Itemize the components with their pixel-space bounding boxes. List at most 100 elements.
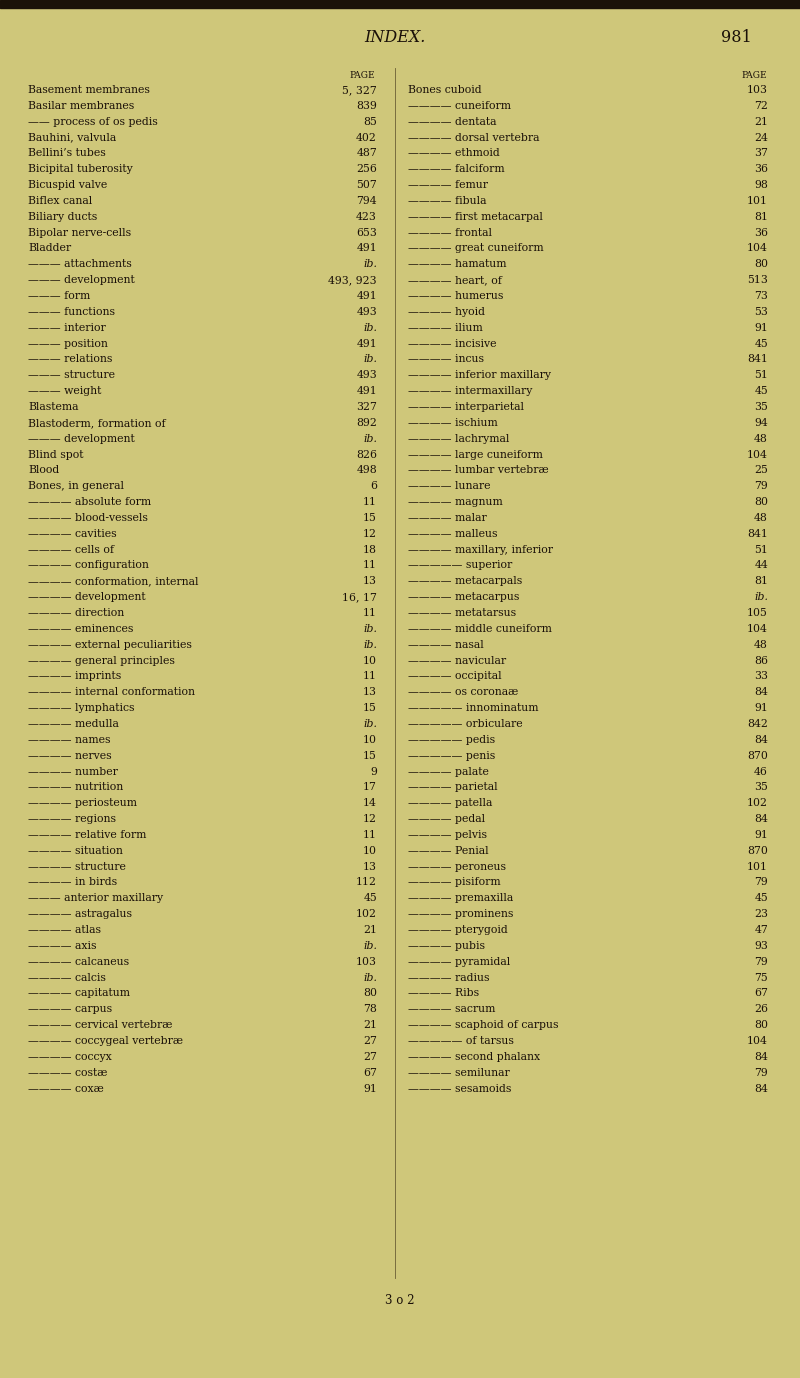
Text: ——— relations: ——— relations (28, 354, 112, 364)
Text: ———— external peculiarities: ———— external peculiarities (28, 639, 192, 650)
Text: ———— periosteum: ———— periosteum (28, 798, 137, 809)
Text: 84: 84 (754, 688, 768, 697)
Text: ib.: ib. (363, 624, 377, 634)
Text: 6: 6 (370, 481, 377, 491)
Text: 93: 93 (754, 941, 768, 951)
Text: 104: 104 (747, 244, 768, 254)
Text: ———— lachrymal: ———— lachrymal (408, 434, 510, 444)
Text: ———— navicular: ———— navicular (408, 656, 506, 666)
Text: INDEX.: INDEX. (364, 29, 426, 47)
Text: ib.: ib. (363, 322, 377, 332)
Text: 101: 101 (747, 196, 768, 205)
Text: ———— fibula: ———— fibula (408, 196, 486, 205)
Text: ———— frontal: ———— frontal (408, 227, 492, 237)
Text: 36: 36 (754, 227, 768, 237)
Text: 104: 104 (747, 624, 768, 634)
Text: 80: 80 (363, 988, 377, 999)
Text: 10: 10 (363, 734, 377, 745)
Text: ———— semilunar: ———— semilunar (408, 1068, 510, 1078)
Text: 11: 11 (363, 561, 377, 570)
Text: ———— lymphatics: ———— lymphatics (28, 703, 134, 714)
Text: ———— prominens: ———— prominens (408, 909, 514, 919)
Text: PAGE: PAGE (350, 70, 375, 80)
Text: 80: 80 (754, 1020, 768, 1031)
Text: 23: 23 (754, 909, 768, 919)
Text: 91: 91 (754, 830, 768, 841)
Text: ———— femur: ———— femur (408, 181, 488, 190)
Text: 46: 46 (754, 766, 768, 777)
Text: 48: 48 (754, 434, 768, 444)
Text: ———— cells of: ———— cells of (28, 544, 114, 555)
Text: 37: 37 (754, 149, 768, 158)
Text: ———— eminences: ———— eminences (28, 624, 134, 634)
Text: 18: 18 (363, 544, 377, 555)
Text: ———— heart, of: ———— heart, of (408, 276, 502, 285)
Text: ———— dentata: ———— dentata (408, 117, 497, 127)
Text: ———— pterygoid: ———— pterygoid (408, 925, 508, 936)
Text: Bicuspid valve: Bicuspid valve (28, 181, 107, 190)
Text: 103: 103 (356, 956, 377, 967)
Text: 491: 491 (356, 244, 377, 254)
Text: 507: 507 (356, 181, 377, 190)
Text: 21: 21 (754, 117, 768, 127)
Text: ———— premaxilla: ———— premaxilla (408, 893, 514, 904)
Text: 45: 45 (363, 893, 377, 904)
Text: 84: 84 (754, 734, 768, 745)
Text: 81: 81 (754, 576, 768, 587)
Text: Bones, in general: Bones, in general (28, 481, 124, 491)
Text: ———— malleus: ———— malleus (408, 529, 498, 539)
Text: ——— anterior maxillary: ——— anterior maxillary (28, 893, 163, 904)
Text: 91: 91 (754, 703, 768, 714)
Text: ———— internal conformation: ———— internal conformation (28, 688, 195, 697)
Text: Basement membranes: Basement membranes (28, 85, 150, 95)
Text: 104: 104 (747, 1036, 768, 1046)
Text: ———— nasal: ———— nasal (408, 639, 484, 650)
Text: 981: 981 (722, 29, 752, 47)
Text: 45: 45 (754, 386, 768, 395)
Text: ———— os coronaæ: ———— os coronaæ (408, 688, 518, 697)
Text: ———— coccyx: ———— coccyx (28, 1051, 112, 1062)
Text: 12: 12 (363, 814, 377, 824)
Text: 487: 487 (356, 149, 377, 158)
Text: ——— development: ——— development (28, 434, 134, 444)
Text: 35: 35 (754, 783, 768, 792)
Text: ———— nerves: ———— nerves (28, 751, 112, 761)
Text: 9: 9 (370, 766, 377, 777)
Text: 17: 17 (363, 783, 377, 792)
Text: 27: 27 (363, 1036, 377, 1046)
Text: ——— form: ——— form (28, 291, 90, 300)
Text: ———— cavities: ———— cavities (28, 529, 117, 539)
Text: ———— parietal: ———— parietal (408, 783, 498, 792)
Text: ———— coxæ: ———— coxæ (28, 1083, 104, 1094)
Text: ———— intermaxillary: ———— intermaxillary (408, 386, 532, 395)
Text: ———— pisiform: ———— pisiform (408, 878, 501, 887)
Text: ———— ischium: ———— ischium (408, 418, 498, 427)
Text: ———— radius: ———— radius (408, 973, 490, 983)
Text: ib.: ib. (363, 639, 377, 650)
Text: 13: 13 (363, 576, 377, 587)
Text: 45: 45 (754, 893, 768, 904)
Text: 15: 15 (363, 513, 377, 522)
Text: ———— inferior maxillary: ———— inferior maxillary (408, 371, 551, 380)
Text: 15: 15 (363, 751, 377, 761)
Text: ———— calcis: ———— calcis (28, 973, 106, 983)
Text: 493: 493 (356, 371, 377, 380)
Text: ———— occipital: ———— occipital (408, 671, 502, 682)
Text: ib.: ib. (363, 719, 377, 729)
Text: 15: 15 (363, 703, 377, 714)
Text: ———— capitatum: ———— capitatum (28, 988, 130, 999)
Text: 112: 112 (356, 878, 377, 887)
Text: ib.: ib. (363, 434, 377, 444)
Text: Biliary ducts: Biliary ducts (28, 212, 98, 222)
Text: 841: 841 (747, 354, 768, 364)
Text: Bladder: Bladder (28, 244, 71, 254)
Text: 79: 79 (754, 1068, 768, 1078)
Text: 86: 86 (754, 656, 768, 666)
Text: ————— superior: ————— superior (408, 561, 512, 570)
Text: ———— malar: ———— malar (408, 513, 486, 522)
Text: 33: 33 (754, 671, 768, 682)
Text: ——— functions: ——— functions (28, 307, 115, 317)
Text: Bellini’s tubes: Bellini’s tubes (28, 149, 106, 158)
Text: 73: 73 (754, 291, 768, 300)
Text: 493: 493 (356, 307, 377, 317)
